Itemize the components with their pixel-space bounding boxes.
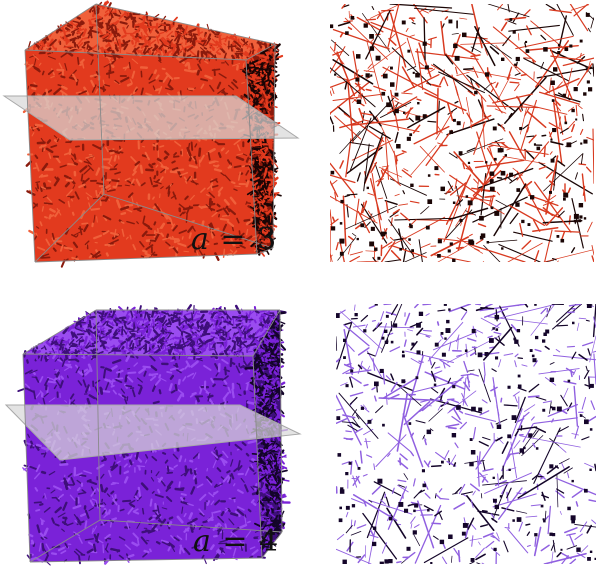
label-variable: a: [191, 222, 210, 257]
label-equation: = 3: [209, 222, 278, 257]
cube-edge: [34, 253, 258, 263]
slice-plane: [4, 404, 302, 461]
cube-edge: [24, 3, 97, 51]
cube-edge: [24, 49, 247, 61]
junction-dots: [330, 12, 593, 262]
cube-edge: [245, 43, 276, 61]
label-variable: a: [193, 524, 212, 559]
junction-dots: [336, 304, 596, 564]
cube-edge: [22, 353, 254, 357]
slice-plane: [2, 95, 300, 141]
fiber-segments: [330, 4, 594, 262]
cube-edge: [34, 193, 105, 263]
cube-edge: [252, 309, 281, 357]
cube-edge: [261, 531, 283, 559]
cube-render-a4: [0, 300, 310, 569]
parameter-label-a3: a = 3: [191, 222, 277, 257]
cube-edge: [29, 557, 263, 563]
cube-edge: [95, 3, 276, 45]
cross-section-a3: [330, 4, 594, 262]
cube-edge: [256, 247, 274, 255]
cube-edge: [22, 309, 97, 355]
cube-edge: [24, 49, 36, 263]
label-equation: = 4: [211, 524, 280, 559]
cube-edge: [279, 309, 283, 533]
parameter-label-a4: a = 4: [193, 524, 279, 559]
cube-edge: [252, 355, 263, 559]
cube-edge: [245, 59, 258, 255]
cross-section-a4: [336, 304, 596, 564]
cube-edge: [22, 353, 31, 563]
cube-edge: [95, 309, 101, 521]
cube-edge: [103, 193, 274, 249]
cube-edge: [29, 519, 101, 563]
cube-edge: [99, 519, 283, 533]
cube-render-a3: [0, 0, 310, 270]
cube-edge: [95, 3, 105, 195]
cube-edge: [272, 43, 276, 249]
